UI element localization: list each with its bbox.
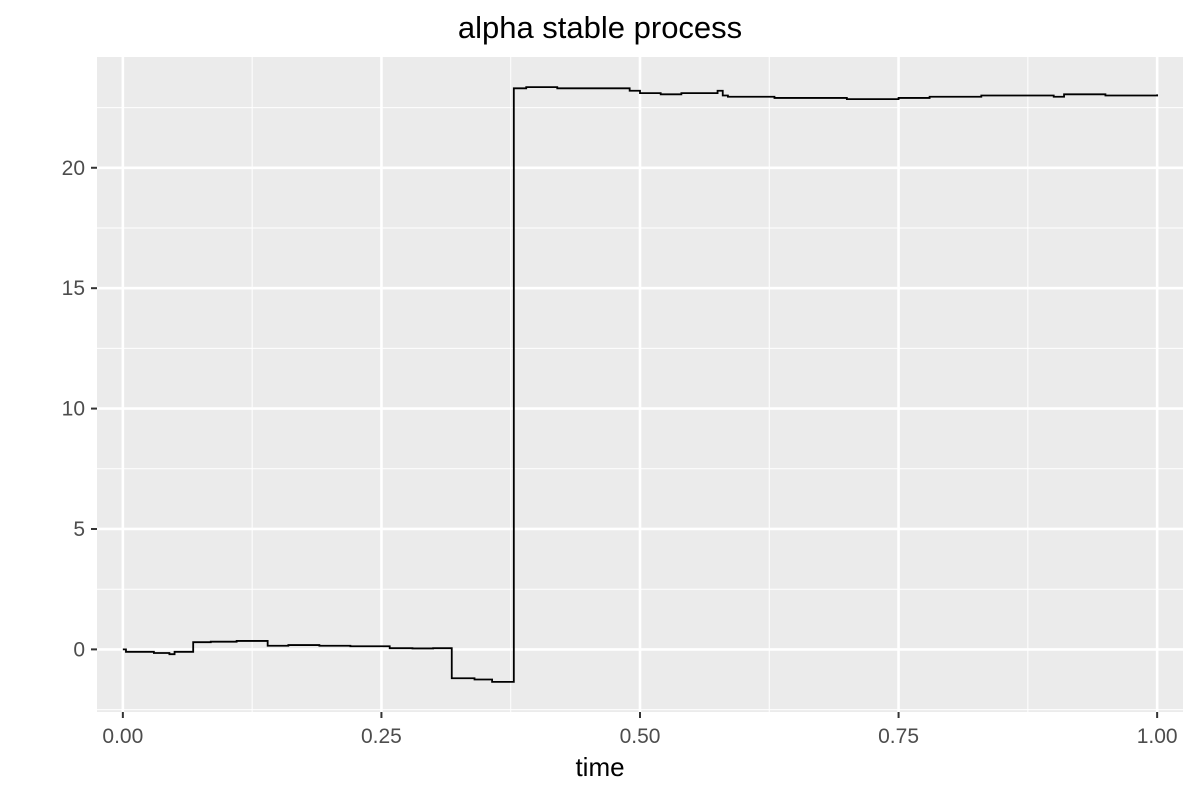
x-tick-label: 0.50	[620, 725, 661, 748]
y-tick-label: 5	[73, 518, 85, 541]
x-tick-label: 0.75	[878, 725, 919, 748]
y-tick-label: 0	[73, 638, 85, 661]
x-tick-label: 0.25	[361, 725, 402, 748]
series-line	[122, 86, 1159, 683]
x-axis-label: time	[575, 752, 625, 782]
x-tick-label: 1.00	[1137, 725, 1178, 748]
y-tick-label: 10	[62, 398, 85, 421]
x-tick-label: 0.00	[102, 725, 143, 748]
chart-title: alpha stable process	[457, 10, 743, 45]
y-tick-label: 15	[62, 277, 85, 300]
y-tick-label: 20	[62, 157, 85, 180]
